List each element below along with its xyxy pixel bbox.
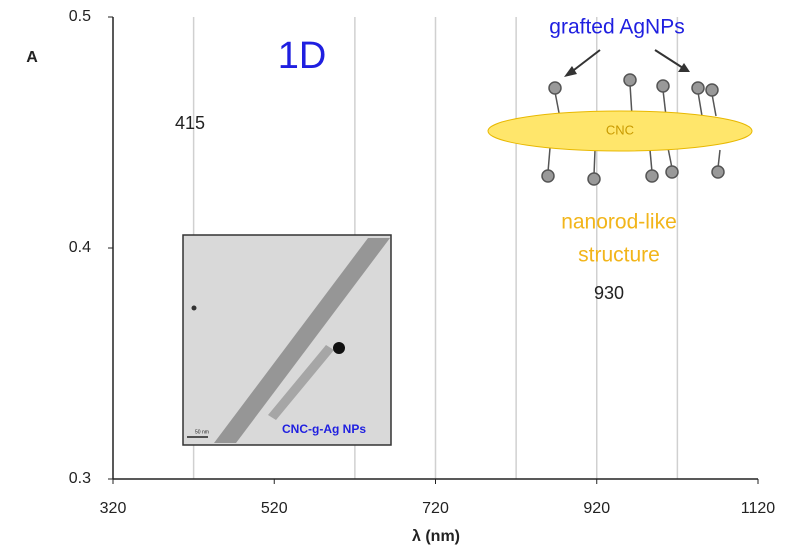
y-axis-label: A: [26, 49, 38, 66]
x-tick-label: 720: [422, 500, 449, 517]
x-axis-label: λ (nm): [412, 528, 460, 545]
x-tick-label: 320: [100, 500, 127, 517]
schematic: grafted AgNPs CNC nanorod-like structure: [488, 16, 752, 267]
x-tick-label: 1120: [741, 500, 776, 517]
chart: 0.3 0.4 0.5 320 520 720 920 1120 A λ (nm) 50 nm…: [0, 0, 796, 554]
schematic-caption: structure: [578, 244, 660, 267]
scale-label: 50 nm: [195, 429, 209, 435]
panel-label: 1D: [278, 35, 327, 77]
peak-label: 930: [594, 283, 624, 303]
y-tick-label: 0.4: [69, 239, 91, 256]
y-tick-label: 0.3: [69, 470, 91, 487]
x-tick-label: 920: [583, 500, 610, 517]
inset-image: 50 nm CNC-g-Ag NPs: [183, 235, 391, 445]
y-tick-label: 0.5: [69, 8, 91, 25]
schematic-caption: nanorod-like: [561, 211, 677, 234]
inset-caption: CNC-g-Ag NPs: [282, 422, 366, 436]
schematic-title: grafted AgNPs: [549, 16, 684, 39]
peak-label: 415: [175, 113, 205, 133]
x-tick-label: 520: [261, 500, 288, 517]
rod-label: CNC: [606, 122, 634, 137]
